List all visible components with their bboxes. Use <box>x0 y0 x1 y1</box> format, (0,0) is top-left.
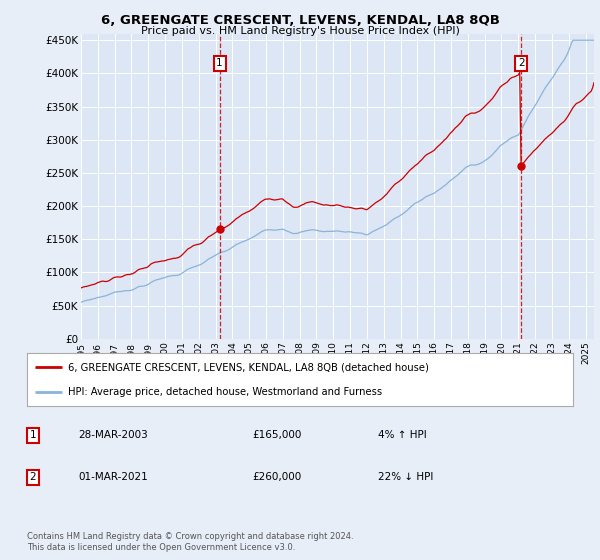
Text: 01-MAR-2021: 01-MAR-2021 <box>78 473 148 482</box>
Text: 6, GREENGATE CRESCENT, LEVENS, KENDAL, LA8 8QB: 6, GREENGATE CRESCENT, LEVENS, KENDAL, L… <box>101 14 499 27</box>
Text: HPI: Average price, detached house, Westmorland and Furness: HPI: Average price, detached house, West… <box>68 386 382 396</box>
Text: 6, GREENGATE CRESCENT, LEVENS, KENDAL, LA8 8QB (detached house): 6, GREENGATE CRESCENT, LEVENS, KENDAL, L… <box>68 362 429 372</box>
Text: 22% ↓ HPI: 22% ↓ HPI <box>378 473 433 482</box>
Text: 1: 1 <box>216 58 223 68</box>
Text: £165,000: £165,000 <box>252 431 301 440</box>
Text: 2: 2 <box>518 58 524 68</box>
Text: Price paid vs. HM Land Registry's House Price Index (HPI): Price paid vs. HM Land Registry's House … <box>140 26 460 36</box>
Text: 1: 1 <box>29 431 37 440</box>
Text: Contains HM Land Registry data © Crown copyright and database right 2024.
This d: Contains HM Land Registry data © Crown c… <box>27 532 353 552</box>
Text: 28-MAR-2003: 28-MAR-2003 <box>78 431 148 440</box>
Text: 4% ↑ HPI: 4% ↑ HPI <box>378 431 427 440</box>
Text: 2: 2 <box>29 473 37 482</box>
Text: £260,000: £260,000 <box>252 473 301 482</box>
